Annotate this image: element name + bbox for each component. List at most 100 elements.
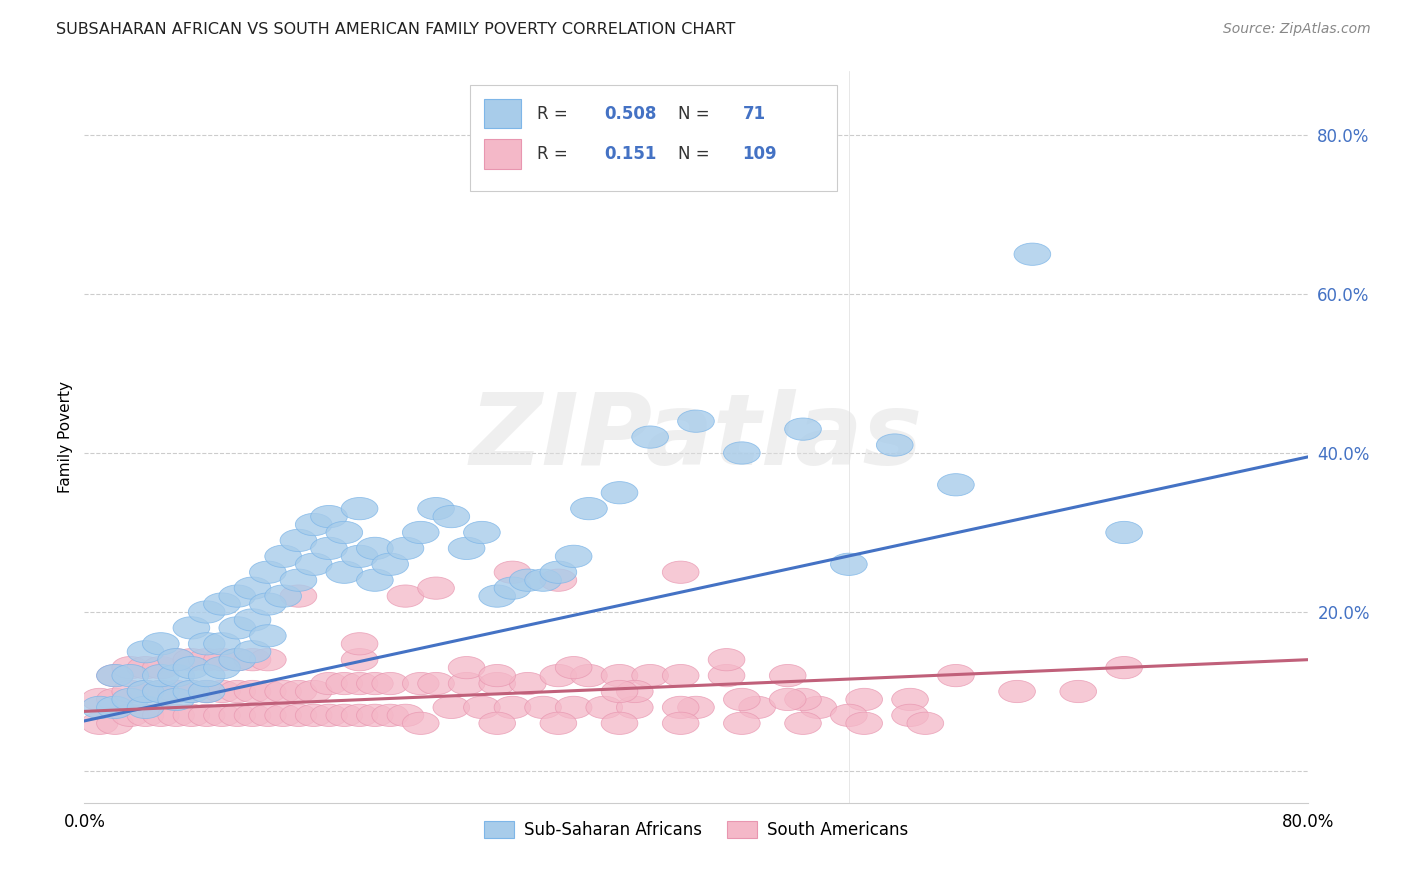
Ellipse shape — [97, 665, 134, 687]
Ellipse shape — [219, 648, 256, 671]
Ellipse shape — [219, 681, 256, 703]
Ellipse shape — [235, 681, 271, 703]
Ellipse shape — [342, 498, 378, 520]
Ellipse shape — [464, 697, 501, 719]
Ellipse shape — [157, 681, 194, 703]
Text: 109: 109 — [742, 145, 778, 163]
Ellipse shape — [555, 657, 592, 679]
Ellipse shape — [418, 498, 454, 520]
Ellipse shape — [157, 704, 194, 726]
Ellipse shape — [157, 665, 194, 687]
Ellipse shape — [311, 673, 347, 695]
Ellipse shape — [724, 689, 761, 711]
Ellipse shape — [616, 697, 654, 719]
Ellipse shape — [402, 712, 439, 734]
Ellipse shape — [280, 529, 316, 551]
Ellipse shape — [342, 545, 378, 567]
Ellipse shape — [82, 712, 118, 734]
Ellipse shape — [188, 665, 225, 687]
Ellipse shape — [295, 681, 332, 703]
Ellipse shape — [188, 601, 225, 624]
Ellipse shape — [876, 434, 912, 456]
Ellipse shape — [571, 665, 607, 687]
Text: 71: 71 — [742, 104, 766, 123]
Ellipse shape — [280, 569, 316, 591]
Ellipse shape — [479, 585, 516, 607]
Ellipse shape — [311, 506, 347, 528]
Ellipse shape — [1014, 244, 1050, 265]
Ellipse shape — [785, 689, 821, 711]
Text: R =: R = — [537, 145, 578, 163]
Ellipse shape — [142, 681, 179, 703]
Ellipse shape — [127, 697, 165, 719]
Ellipse shape — [235, 577, 271, 599]
Ellipse shape — [173, 681, 209, 703]
Ellipse shape — [204, 657, 240, 679]
Ellipse shape — [494, 577, 531, 599]
Ellipse shape — [402, 673, 439, 695]
Ellipse shape — [357, 537, 394, 559]
Ellipse shape — [387, 537, 423, 559]
Ellipse shape — [418, 577, 454, 599]
Ellipse shape — [449, 673, 485, 695]
Ellipse shape — [631, 665, 668, 687]
Ellipse shape — [831, 704, 868, 726]
Ellipse shape — [769, 665, 806, 687]
Ellipse shape — [127, 640, 165, 663]
Ellipse shape — [280, 585, 316, 607]
Ellipse shape — [357, 569, 394, 591]
Text: ZIPatlas: ZIPatlas — [470, 389, 922, 485]
Ellipse shape — [371, 704, 409, 726]
Ellipse shape — [326, 673, 363, 695]
Ellipse shape — [204, 648, 240, 671]
Ellipse shape — [219, 616, 256, 639]
Ellipse shape — [449, 537, 485, 559]
Ellipse shape — [938, 474, 974, 496]
Ellipse shape — [173, 681, 209, 703]
Ellipse shape — [509, 569, 546, 591]
Ellipse shape — [769, 689, 806, 711]
Ellipse shape — [342, 632, 378, 655]
FancyBboxPatch shape — [484, 99, 522, 128]
Ellipse shape — [173, 657, 209, 679]
Ellipse shape — [509, 673, 546, 695]
Ellipse shape — [464, 521, 501, 543]
Ellipse shape — [295, 704, 332, 726]
Ellipse shape — [1060, 681, 1097, 703]
Ellipse shape — [342, 673, 378, 695]
Ellipse shape — [188, 648, 225, 671]
Text: 0.508: 0.508 — [605, 104, 657, 123]
Ellipse shape — [157, 648, 194, 671]
Ellipse shape — [1105, 521, 1143, 543]
Ellipse shape — [631, 426, 668, 448]
Ellipse shape — [1105, 657, 1143, 679]
Ellipse shape — [219, 704, 256, 726]
Ellipse shape — [709, 665, 745, 687]
Ellipse shape — [235, 609, 271, 631]
Ellipse shape — [204, 681, 240, 703]
Ellipse shape — [112, 657, 149, 679]
Text: 0.151: 0.151 — [605, 145, 657, 163]
Ellipse shape — [188, 681, 225, 703]
Ellipse shape — [800, 697, 837, 719]
FancyBboxPatch shape — [484, 139, 522, 169]
Ellipse shape — [326, 561, 363, 583]
Ellipse shape — [295, 514, 332, 536]
Ellipse shape — [785, 712, 821, 734]
Ellipse shape — [387, 585, 423, 607]
Ellipse shape — [402, 521, 439, 543]
Ellipse shape — [662, 697, 699, 719]
Ellipse shape — [449, 657, 485, 679]
Ellipse shape — [264, 681, 301, 703]
Ellipse shape — [678, 410, 714, 433]
Ellipse shape — [235, 648, 271, 671]
Ellipse shape — [142, 632, 179, 655]
Ellipse shape — [524, 697, 561, 719]
Ellipse shape — [264, 585, 301, 607]
Ellipse shape — [188, 632, 225, 655]
Ellipse shape — [602, 681, 638, 703]
Ellipse shape — [326, 704, 363, 726]
Ellipse shape — [97, 689, 134, 711]
Ellipse shape — [540, 712, 576, 734]
Ellipse shape — [249, 561, 287, 583]
